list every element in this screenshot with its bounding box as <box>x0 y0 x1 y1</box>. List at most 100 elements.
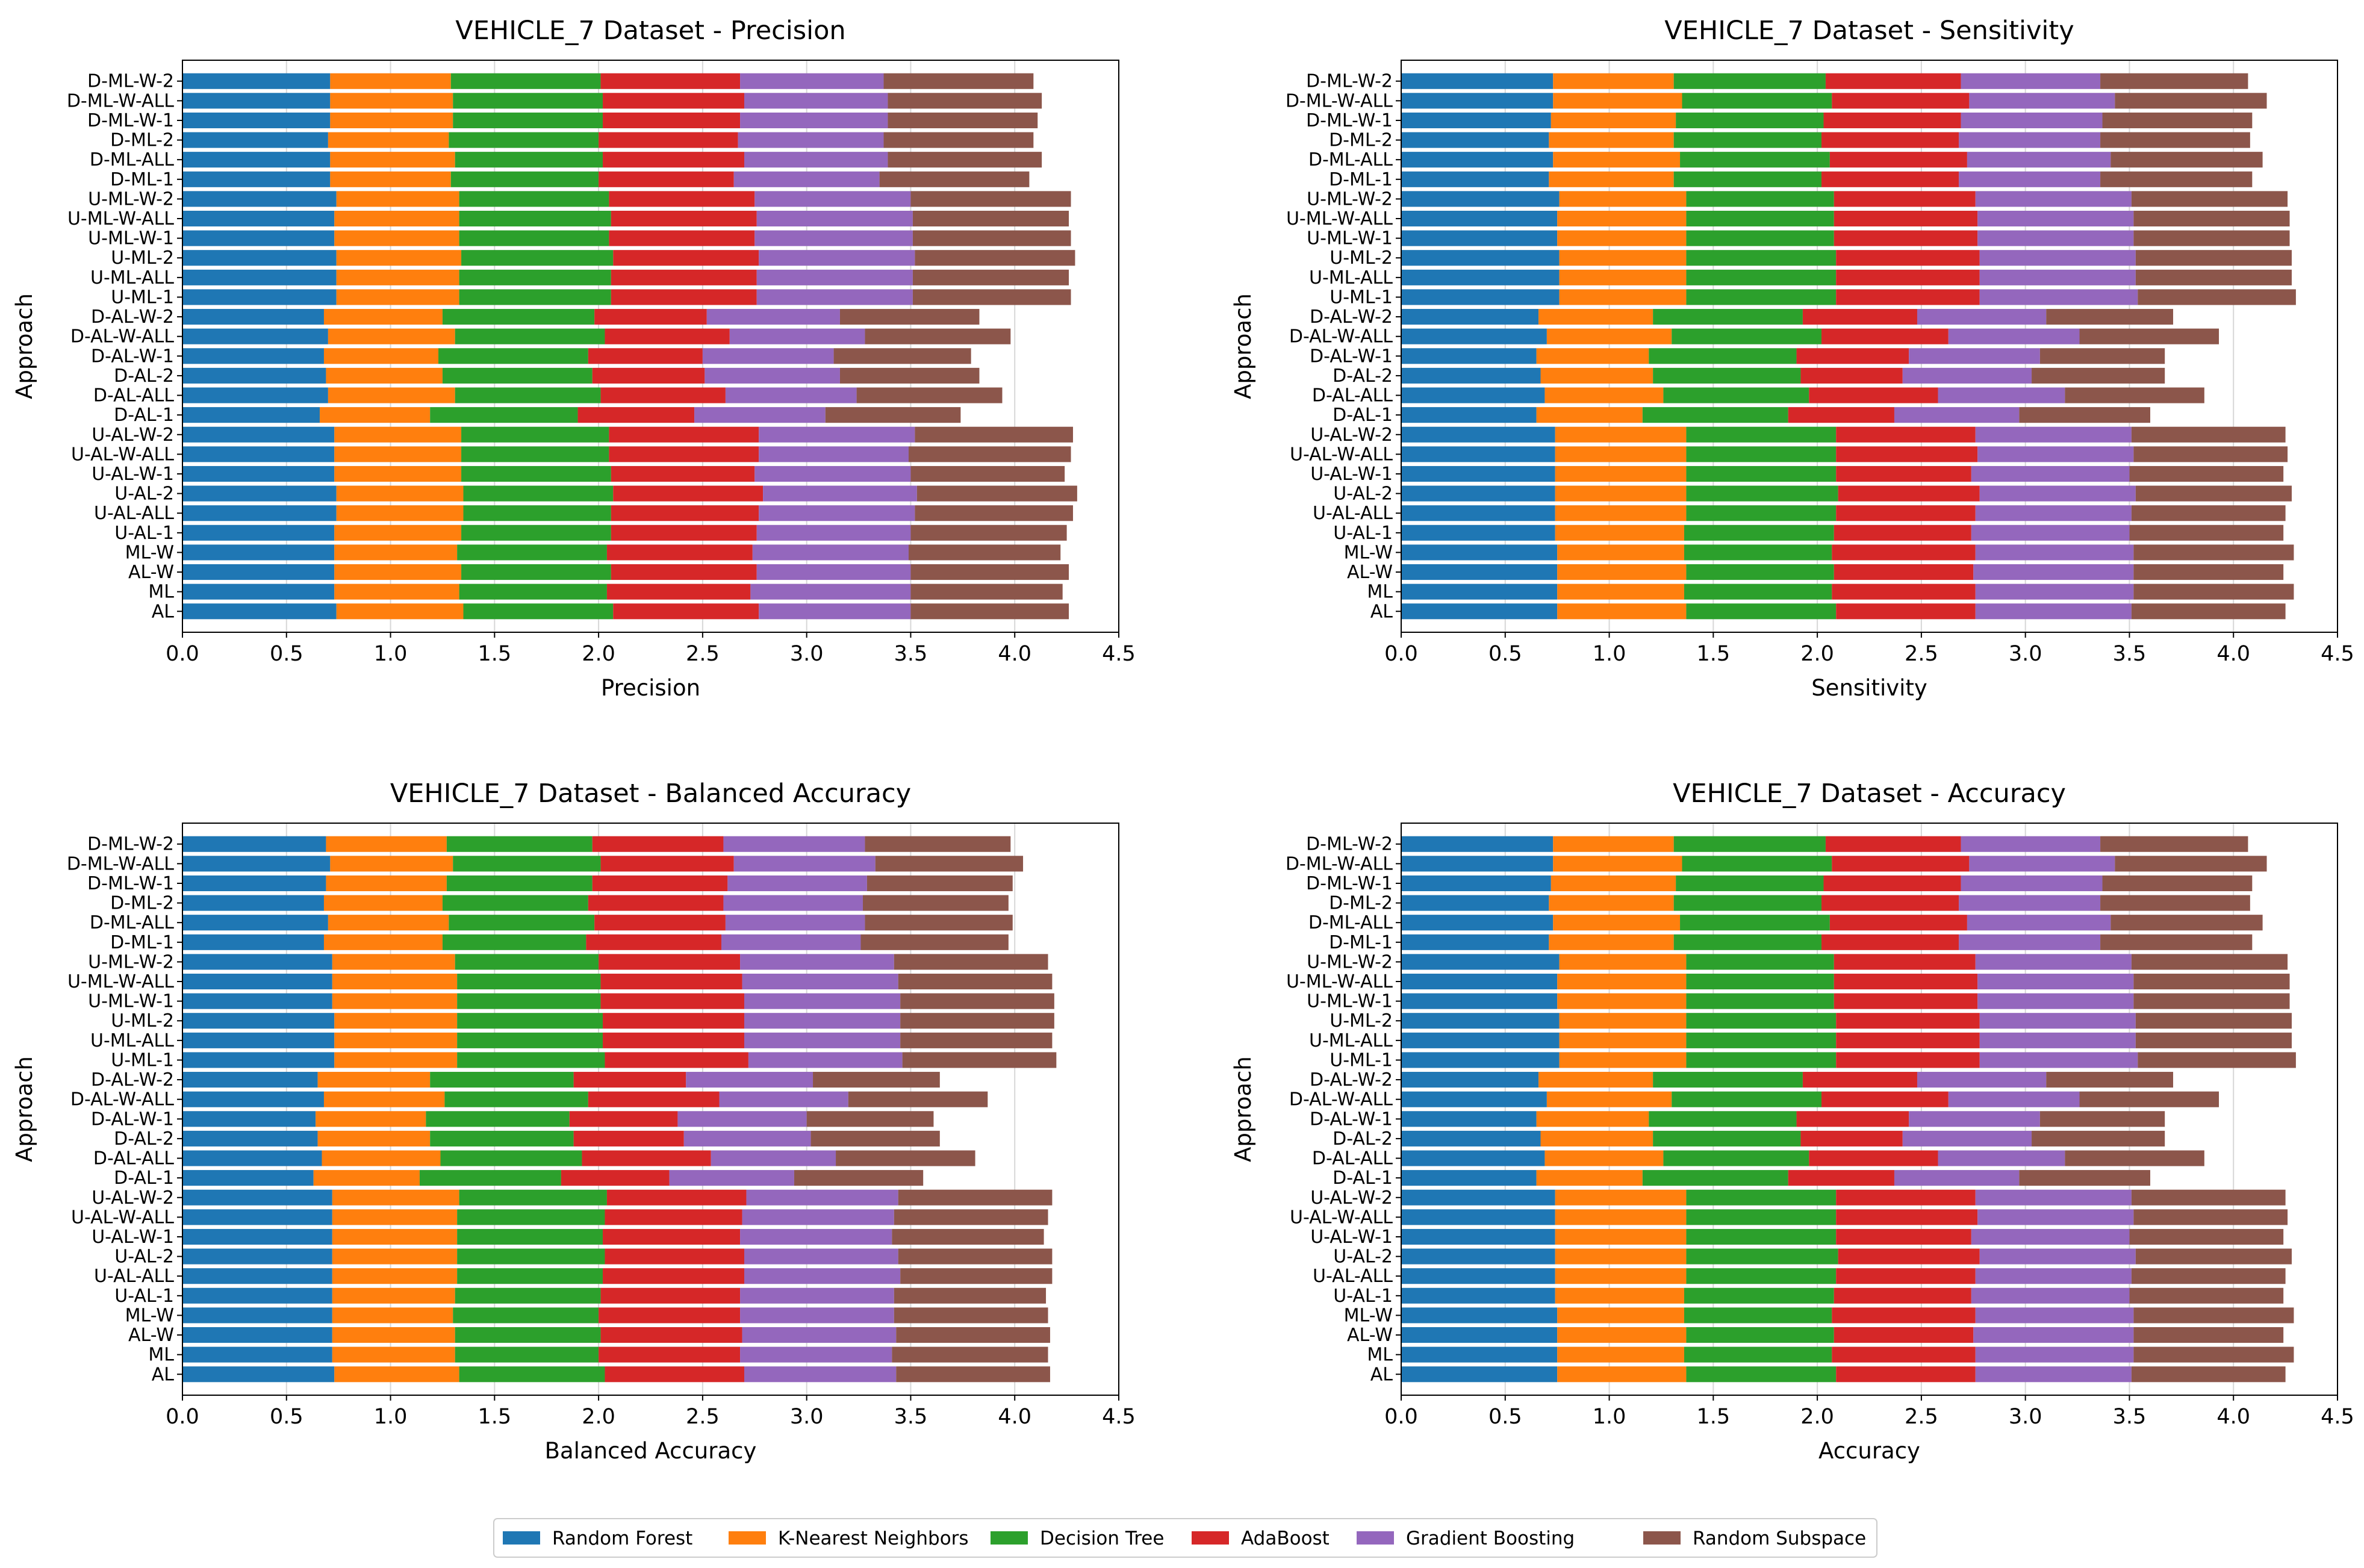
bar-segment-k-nearest-neighbors <box>332 1307 453 1324</box>
bar-segment-adaboost <box>599 171 734 187</box>
bar-segment-k-nearest-neighbors <box>330 112 453 129</box>
bar-segment-random-subspace <box>910 524 1067 541</box>
bar-segment-gradient-boosting <box>1977 446 2134 462</box>
legend-label: AdaBoost <box>1241 1528 1330 1549</box>
y-tick-label: ML-W <box>125 542 174 563</box>
chart-title: VEHICLE_7 Dataset - Precision <box>455 16 845 46</box>
bar-segment-k-nearest-neighbors <box>1549 934 1674 950</box>
bar-segment-gradient-boosting <box>669 1170 794 1186</box>
bar-segment-adaboost <box>1836 1366 1976 1383</box>
legend-swatch <box>1643 1531 1681 1545</box>
bar-segment-adaboost <box>1800 1130 1903 1146</box>
y-tick-label: AL <box>152 601 175 622</box>
bar-segment-decision-tree <box>1686 1209 1837 1225</box>
bar-segment-random-forest <box>1401 915 1554 931</box>
bar-segment-decision-tree <box>1686 485 1838 502</box>
bar-segment-gradient-boosting <box>759 505 915 521</box>
bar-segment-adaboost <box>1836 269 1980 285</box>
x-axis-label: Balanced Accuracy <box>545 1438 757 1464</box>
bar-segment-random-subspace <box>813 1072 940 1088</box>
y-tick-label: D-ML-W-2 <box>1306 834 1393 855</box>
bar-segment-random-subspace <box>894 1209 1048 1225</box>
bar-segment-random-subspace <box>2046 1072 2174 1088</box>
bar-segment-k-nearest-neighbors <box>313 1170 420 1186</box>
bar-segment-random-subspace <box>806 1111 934 1127</box>
bar-segment-gradient-boosting <box>1894 407 2020 423</box>
bar-segment-decision-tree <box>1686 230 1834 246</box>
y-tick-label: U-AL-1 <box>114 1286 174 1307</box>
y-tick-label: U-ML-2 <box>111 1010 174 1031</box>
bar-segment-gradient-boosting <box>756 564 911 580</box>
bar-segment-gradient-boosting <box>1967 152 2111 168</box>
bar-segment-random-subspace <box>2135 485 2292 502</box>
bar-segment-decision-tree <box>1684 1307 1832 1324</box>
bar-segment-random-subspace <box>894 1307 1048 1324</box>
bar-segment-random-forest <box>1401 1091 1547 1107</box>
bar-segment-k-nearest-neighbors <box>1536 1170 1643 1186</box>
bar-segment-random-subspace <box>883 73 1034 89</box>
x-tick-label: 2.0 <box>1800 1405 1834 1429</box>
bar-segment-decision-tree <box>426 1111 570 1127</box>
y-tick-label: U-ML-ALL <box>90 1030 174 1051</box>
bar-segment-random-subspace <box>865 328 1011 344</box>
bar-segment-random-forest <box>182 1327 332 1343</box>
bar-segment-gradient-boosting <box>683 1130 811 1146</box>
x-tick-label: 4.5 <box>2321 1405 2354 1429</box>
bar-segment-decision-tree <box>446 875 593 892</box>
bar-segment-decision-tree <box>457 1248 605 1265</box>
bar-segment-k-nearest-neighbors <box>320 407 431 423</box>
bar-segment-k-nearest-neighbors <box>1559 191 1687 207</box>
bar-segment-k-nearest-neighbors <box>334 1032 458 1048</box>
bar-segment-random-subspace <box>896 1327 1050 1343</box>
bar-segment-adaboost <box>600 387 726 403</box>
y-tick-label: AL <box>1370 1364 1393 1385</box>
bar-segment-random-forest <box>182 1307 332 1324</box>
bar-segment-random-subspace <box>839 367 980 384</box>
bar-segment-k-nearest-neighbors <box>328 915 449 931</box>
bar-segment-random-subspace <box>839 309 980 325</box>
y-tick-label: D-ML-ALL <box>90 912 174 933</box>
y-tick-label: D-ML-W-2 <box>87 834 174 855</box>
bar-segment-decision-tree <box>1672 1091 1822 1107</box>
bar-segment-random-forest <box>1401 583 1558 600</box>
bar-segment-k-nearest-neighbors <box>330 152 455 168</box>
bar-segment-gradient-boosting <box>1961 112 2103 129</box>
bar-segment-random-subspace <box>908 446 1071 462</box>
x-tick-label: 4.5 <box>1102 1405 1136 1429</box>
bar-segment-gradient-boosting <box>723 836 865 852</box>
y-tick-label: U-ML-W-1 <box>1307 991 1393 1012</box>
bar-segment-gradient-boosting <box>740 1307 894 1324</box>
bar-segment-random-forest <box>182 152 331 168</box>
bar-segment-k-nearest-neighbors <box>323 309 443 325</box>
bar-segment-adaboost <box>609 230 755 246</box>
bar-segment-decision-tree <box>459 1189 607 1206</box>
bar-segment-decision-tree <box>1663 1150 1809 1166</box>
y-axis-label: Approach <box>1230 293 1256 399</box>
bar-segment-k-nearest-neighbors <box>1555 505 1687 521</box>
bar-segment-decision-tree <box>457 993 601 1009</box>
bar-segment-random-forest <box>182 465 335 482</box>
bar-segment-decision-tree <box>1686 250 1837 266</box>
bar-segment-gradient-boosting <box>740 954 894 970</box>
bar-segment-adaboost <box>1809 387 1938 403</box>
axes-frame <box>1401 60 2338 633</box>
bar-segment-adaboost <box>609 426 759 443</box>
bar-segment-decision-tree <box>457 544 607 561</box>
bar-segment-k-nearest-neighbors <box>1555 1228 1687 1245</box>
bar-segment-adaboost <box>561 1170 670 1186</box>
bar-segment-adaboost <box>588 1091 720 1107</box>
y-tick-label: D-AL-W-1 <box>1310 346 1393 367</box>
legend-label: Decision Tree <box>1040 1528 1164 1549</box>
x-tick-label: 1.0 <box>1593 1405 1626 1429</box>
bar-segment-gradient-boosting <box>742 973 898 990</box>
bar-segment-random-subspace <box>2100 132 2250 148</box>
y-tick-label: U-ML-1 <box>1330 1050 1393 1071</box>
bar-segment-k-nearest-neighbors <box>336 603 464 620</box>
bar-segment-random-forest <box>1401 1150 1545 1166</box>
bar-segment-random-forest <box>182 230 335 246</box>
bar-segment-random-subspace <box>915 426 1073 443</box>
bar-segment-adaboost <box>594 309 707 325</box>
x-tick-label: 1.0 <box>1593 642 1626 666</box>
bar-segment-k-nearest-neighbors <box>334 230 459 246</box>
x-tick-label: 1.5 <box>477 1405 511 1429</box>
